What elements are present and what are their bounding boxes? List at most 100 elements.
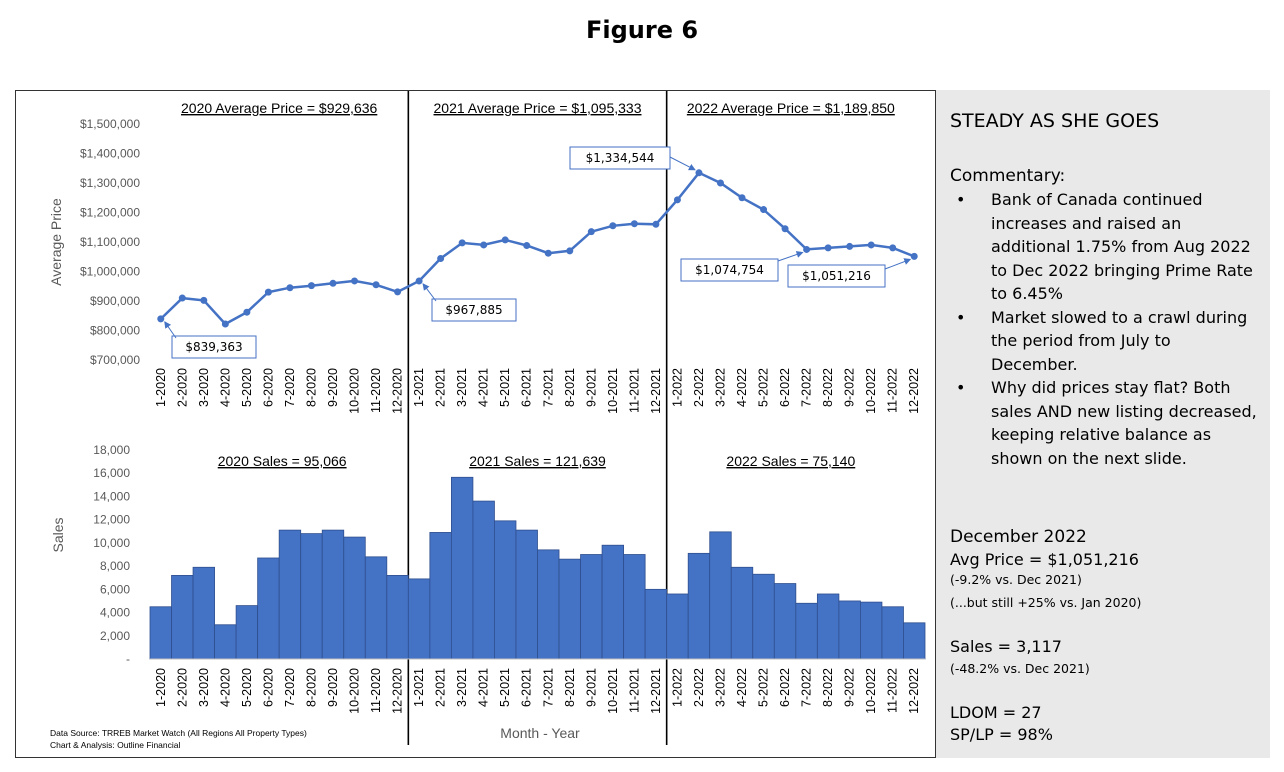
- price-x-tick: 3-2022: [713, 368, 727, 407]
- price-callout-text: $839,363: [185, 340, 242, 354]
- sales-y-tick: 6,000: [100, 582, 130, 596]
- sales-bar: [709, 531, 732, 660]
- price-point: [738, 194, 746, 202]
- price-x-tick: 3-2021: [455, 368, 469, 407]
- price-callout-box: [787, 264, 886, 288]
- sales-note: (-48.2% vs. Dec 2021): [950, 661, 1090, 676]
- source-line-1: Data Source: TRREB Market Watch (All Reg…: [50, 728, 307, 738]
- avg-price: Avg Price = $1,051,216: [950, 550, 1139, 569]
- sales-y-axis-label: Sales: [50, 517, 66, 552]
- figure-title: Figure 6: [585, 16, 699, 44]
- source-line-2: Chart & Analysis: Outline Financial: [50, 740, 181, 750]
- price-point: [695, 169, 703, 177]
- sales-bar: [515, 529, 538, 660]
- avg-price-note-2: (...but still +25% vs. Jan 2020): [950, 595, 1142, 610]
- price-point: [889, 244, 897, 252]
- price-callout-box: [171, 335, 257, 359]
- price-period-label: 2021 Average Price = $1,095,333: [434, 100, 642, 116]
- price-y-tick: $1,200,000: [80, 206, 140, 220]
- sales-x-tick: 3-2022: [713, 668, 727, 707]
- price-point: [286, 284, 294, 292]
- price-point: [307, 282, 315, 290]
- sales-x-tick: 1-2021: [412, 668, 426, 707]
- sales-bar: [773, 583, 797, 660]
- sales-bar: [364, 556, 388, 660]
- sales-bar: [472, 500, 495, 660]
- sales-x-tick: 2-2020: [175, 668, 189, 707]
- price-y-tick: $1,500,000: [80, 117, 140, 131]
- sales-x-tick: 6-2020: [261, 668, 275, 707]
- price-point: [243, 308, 251, 316]
- price-callout: $839,363: [164, 321, 257, 359]
- price-callout: $1,051,216: [787, 258, 912, 288]
- price-x-tick: 5-2021: [498, 368, 512, 407]
- sales-period-label: 2022 Sales = 75,140: [726, 453, 855, 469]
- sales-bar: [860, 601, 883, 660]
- sales-bar: [537, 549, 560, 660]
- price-x-tick: 2-2021: [434, 368, 448, 407]
- sales-bar: [795, 602, 818, 660]
- sales-bar: [687, 552, 711, 660]
- price-x-tick: 6-2022: [778, 368, 792, 407]
- sales-y-tick: 16,000: [93, 466, 130, 480]
- price-x-tick: 8-2021: [563, 368, 577, 407]
- price-x-tick: 9-2020: [326, 368, 340, 407]
- price-callout-arrow: [422, 283, 437, 302]
- price-point: [910, 252, 918, 260]
- price-point: [846, 242, 854, 250]
- price-point: [351, 277, 359, 285]
- sales-bar: [601, 544, 625, 660]
- price-point: [716, 179, 724, 187]
- price-y-tick: $900,000: [90, 294, 140, 308]
- sales-x-tick: 5-2020: [240, 668, 254, 707]
- price-callout-text: $1,334,544: [586, 151, 655, 165]
- price-x-tick: 8-2020: [304, 368, 318, 407]
- sales-x-tick: 11-2022: [886, 668, 900, 713]
- sales-x-tick: 12-2022: [907, 668, 921, 714]
- price-x-tick: 9-2021: [584, 368, 598, 407]
- sales-y-tick: 4,000: [100, 606, 130, 620]
- price-point: [178, 294, 186, 302]
- sales-y-tick: 12,000: [93, 513, 130, 527]
- sales-y-tick: 18,000: [93, 443, 130, 457]
- sales-period-label: 2021 Sales = 121,639: [469, 453, 606, 469]
- price-point: [630, 220, 638, 228]
- sales-x-tick: 4-2022: [735, 668, 749, 707]
- sales-value: Sales = 3,117: [950, 637, 1062, 656]
- price-callout-arrow: [669, 156, 696, 171]
- sales-x-tick: 12-2020: [391, 668, 405, 714]
- sales-x-tick: 10-2021: [606, 668, 620, 714]
- sales-bar: [752, 573, 775, 660]
- price-point: [329, 279, 337, 287]
- price-y-tick: $1,100,000: [80, 235, 140, 249]
- price-callout-text: $1,074,754: [695, 263, 764, 277]
- price-callout-text: $1,051,216: [802, 269, 871, 283]
- commentary-panel: STEADY AS SHE GOES Commentary: Bank of C…: [935, 90, 1270, 758]
- sales-x-tick: 8-2021: [563, 668, 577, 707]
- sales-x-tick: 4-2020: [218, 668, 232, 707]
- sales-bar: [429, 532, 452, 660]
- sales-bar: [881, 606, 904, 660]
- price-point: [609, 222, 617, 230]
- commentary-bullet: Bank of Canada continued increases and r…: [950, 188, 1260, 306]
- price-point: [221, 320, 229, 328]
- price-x-tick: 8-2022: [821, 368, 835, 407]
- sales-bar: [321, 529, 345, 660]
- price-callout-arrow: [777, 251, 804, 262]
- sales-bar: [558, 558, 581, 660]
- sales-x-tick: 4-2021: [477, 668, 491, 707]
- sales-y-tick: 10,000: [93, 536, 130, 550]
- sales-bar: [450, 476, 474, 660]
- sales-bar: [149, 606, 172, 660]
- sales-x-tick: 6-2021: [520, 668, 534, 707]
- sales-bar: [343, 536, 366, 660]
- sales-x-tick: 8-2020: [304, 668, 318, 707]
- sales-x-tick: 2-2022: [692, 668, 706, 707]
- price-point: [587, 228, 595, 236]
- sales-x-tick: 2-2021: [434, 668, 448, 707]
- price-y-tick: $700,000: [90, 353, 140, 367]
- sales-x-tick: 8-2022: [821, 668, 835, 707]
- sales-y-tick: 2,000: [100, 629, 130, 643]
- price-x-tick: 4-2020: [218, 368, 232, 407]
- price-point: [372, 281, 380, 289]
